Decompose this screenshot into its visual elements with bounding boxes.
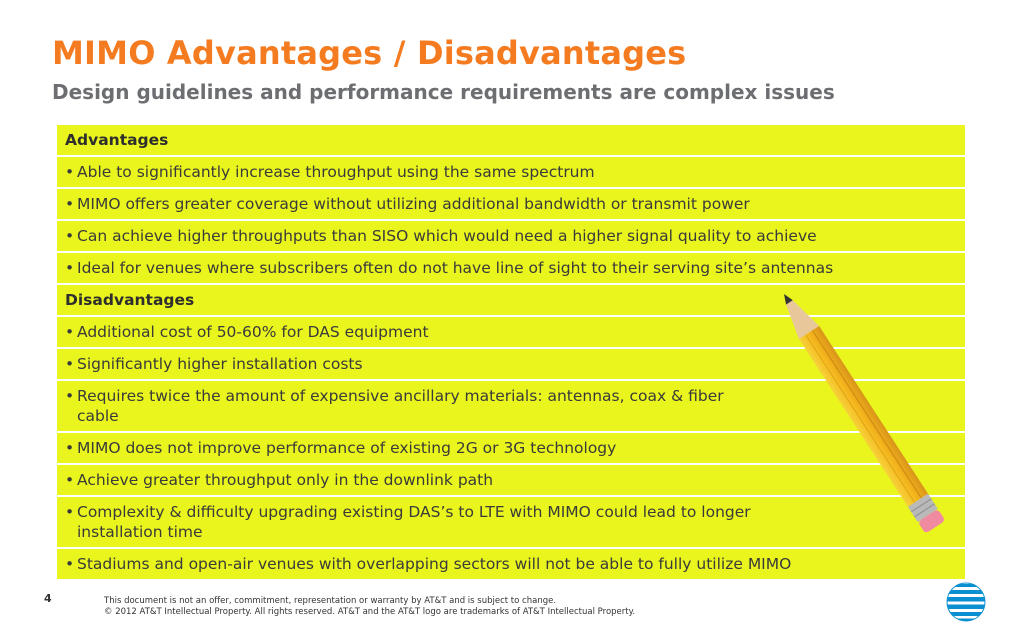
- disadvantage-text: Significantly higher installation costs: [77, 355, 363, 373]
- disadvantage-text: Requires twice the amount of expensive a…: [77, 387, 724, 425]
- disadvantage-text: Additional cost of 50-60% for DAS equipm…: [77, 323, 429, 341]
- disadvantage-row: • MIMO does not improve performance of e…: [57, 433, 965, 463]
- advantage-text: MIMO offers greater coverage without uti…: [77, 195, 750, 213]
- disadvantages-heading: Disadvantages: [57, 285, 965, 315]
- disadvantage-text: Complexity & difficulty upgrading existi…: [77, 503, 751, 541]
- bullet: •: [65, 471, 75, 489]
- disclaimer-line-1: This document is not an offer, commitmen…: [104, 596, 557, 606]
- advantage-row: • Can achieve higher throughputs than SI…: [57, 221, 965, 251]
- page-title: MIMO Advantages / Disadvantages: [52, 34, 687, 72]
- page-subtitle: Design guidelines and performance requir…: [52, 80, 835, 104]
- disadvantage-row: • Achieve greater throughput only in the…: [57, 465, 965, 495]
- bullet: •: [65, 163, 75, 181]
- comparison-table: Advantages • Able to significantly incre…: [57, 125, 965, 579]
- bullet: •: [65, 439, 75, 457]
- att-globe-logo-icon: [946, 582, 986, 622]
- bullet: •: [65, 227, 75, 245]
- disadvantage-row: • Significantly higher installation cost…: [57, 349, 965, 379]
- advantage-row: • Ideal for venues where subscribers oft…: [57, 253, 965, 283]
- bullet: •: [65, 259, 75, 277]
- bullet: •: [65, 387, 75, 405]
- disadvantage-row: • Additional cost of 50-60% for DAS equi…: [57, 317, 965, 347]
- bullet: •: [65, 355, 75, 373]
- disadvantage-text: Achieve greater throughput only in the d…: [77, 471, 494, 489]
- disclaimer-line-2: © 2012 AT&T Intellectual Property. All r…: [104, 607, 636, 617]
- advantages-heading: Advantages: [57, 125, 965, 155]
- page-number: 4: [44, 592, 52, 605]
- bullet: •: [65, 323, 75, 341]
- bullet: •: [65, 555, 75, 573]
- advantage-text: Ideal for venues where subscribers often…: [77, 259, 834, 277]
- advantage-text: Can achieve higher throughputs than SISO…: [77, 227, 817, 245]
- disadvantage-row: • Stadiums and open-air venues with over…: [57, 549, 965, 579]
- bullet: •: [65, 195, 75, 213]
- footer-disclaimer: This document is not an offer, commitmen…: [104, 596, 635, 618]
- advantage-row: • Able to significantly increase through…: [57, 157, 965, 187]
- disadvantage-row: • Complexity & difficulty upgrading exis…: [57, 497, 965, 547]
- disadvantage-text: Stadiums and open-air venues with overla…: [77, 555, 792, 573]
- disadvantage-text: MIMO does not improve performance of exi…: [77, 439, 617, 457]
- disadvantage-row: • Requires twice the amount of expensive…: [57, 381, 965, 431]
- advantage-row: • MIMO offers greater coverage without u…: [57, 189, 965, 219]
- advantage-text: Able to significantly increase throughpu…: [77, 163, 595, 181]
- bullet: •: [65, 503, 75, 521]
